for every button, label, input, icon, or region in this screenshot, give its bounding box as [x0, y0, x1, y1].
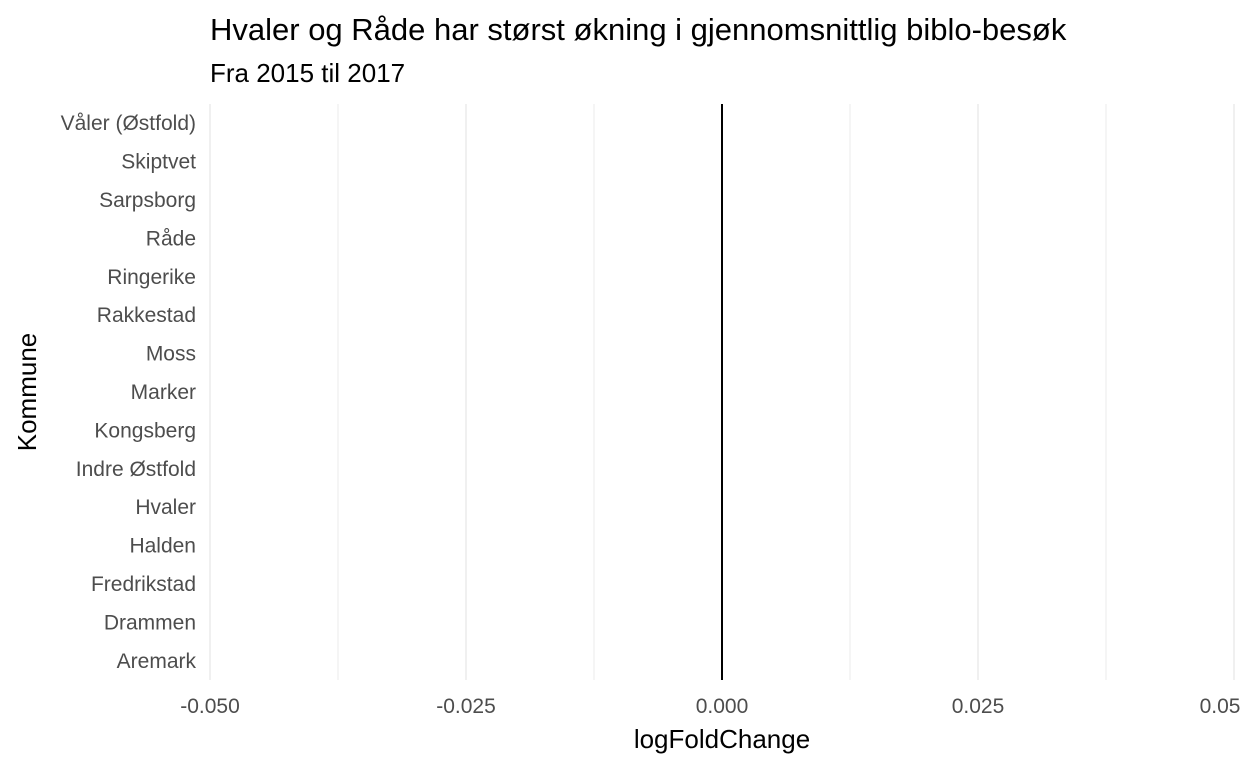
y-tick-labels: Våler (Østfold) Skiptvet Sarpsborg Råde Ring… — [61, 112, 197, 673]
y-tick-label: Skiptvet — [121, 151, 196, 174]
chart-title: Hvaler og Råde har størst økning i gjenn… — [210, 12, 1067, 47]
y-tick-label: Hvaler — [135, 496, 196, 519]
x-axis-title: logFoldChange — [634, 724, 810, 754]
y-tick-label: Fredrikstad — [91, 573, 196, 596]
x-tick-labels: -0.050 -0.025 0.000 0.025 0.05 — [180, 695, 1240, 718]
y-tick-label: Råde — [146, 227, 196, 250]
y-tick-label: Moss — [146, 343, 196, 366]
x-tick-label: 0.025 — [952, 695, 1005, 718]
y-tick-label: Våler (Østfold) — [61, 112, 196, 135]
y-tick-label: Indre Østfold — [76, 458, 196, 481]
x-tick-label: 0.05 — [1200, 695, 1241, 718]
y-tick-label: Ringerike — [107, 266, 196, 289]
y-tick-label: Kongsberg — [94, 419, 196, 442]
y-tick-label: Halden — [129, 535, 196, 558]
y-tick-label: Rakkestad — [97, 304, 196, 327]
x-tick-label: -0.025 — [436, 695, 496, 718]
y-tick-label: Aremark — [117, 650, 197, 673]
y-axis-title: Kommune — [12, 333, 42, 452]
y-tick-label: Marker — [131, 381, 196, 404]
x-tick-label: 0.000 — [696, 695, 749, 718]
chart-subtitle: Fra 2015 til 2017 — [210, 58, 406, 88]
y-tick-label: Drammen — [104, 611, 196, 634]
y-tick-label: Sarpsborg — [99, 189, 196, 212]
x-tick-label: -0.050 — [180, 695, 240, 718]
